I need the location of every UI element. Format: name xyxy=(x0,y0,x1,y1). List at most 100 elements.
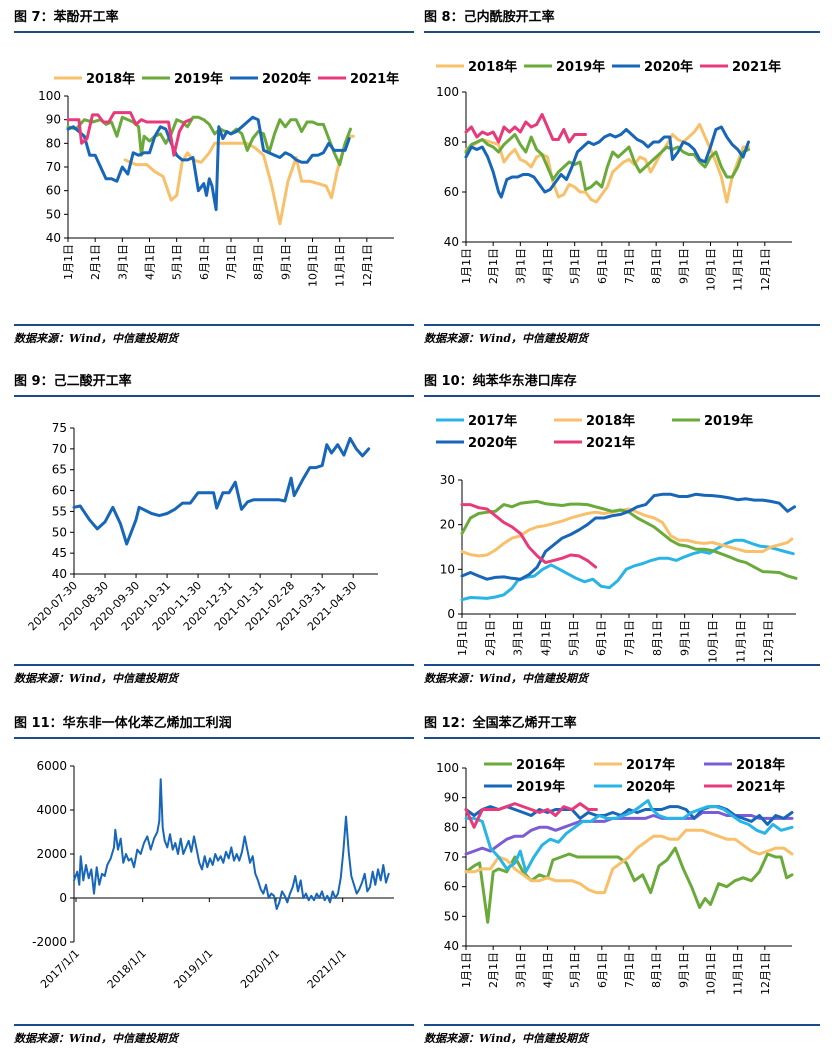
y-tick-label: 6000 xyxy=(36,759,67,773)
x-tick-label: 5月1日 xyxy=(569,248,582,284)
x-tick-label: 3月1日 xyxy=(514,248,527,284)
x-tick-label: 4月1日 xyxy=(144,244,157,280)
x-tick-label: 11月1日 xyxy=(734,620,747,663)
x-tick-label: 1月1日 xyxy=(62,244,75,280)
x-tick-label: 2021/1/1 xyxy=(305,947,349,991)
chart-title: 图 9：己二酸开工率 xyxy=(14,374,132,389)
legend-label: 2018年 xyxy=(586,413,635,429)
chart-title: 图 12：全国苯乙烯开工率 xyxy=(424,716,577,731)
series-line-0 xyxy=(464,846,794,924)
chart-title: 图 10：纯苯华东港口库存 xyxy=(424,374,577,389)
y-tick-label: 50 xyxy=(52,525,67,539)
source-note: 数据来源：Wind，中信建投期货 xyxy=(424,672,589,685)
series-line-4 xyxy=(460,503,598,569)
x-tick-label: 11月1日 xyxy=(732,248,745,291)
x-tick-label: 1月1日 xyxy=(460,952,473,988)
source-rule xyxy=(424,1024,820,1026)
legend-label: 2018年 xyxy=(468,59,517,75)
x-tick-label: 3月1日 xyxy=(512,620,525,656)
series-line-1 xyxy=(464,133,750,191)
chart-title: 图 11：华东非一体化苯乙烯加工利润 xyxy=(14,716,232,731)
chart-title: 图 8：己内酰胺开工率 xyxy=(424,10,555,25)
legend-label: 2016年 xyxy=(516,757,565,773)
x-tick-label: 4月1日 xyxy=(542,248,555,284)
y-tick-label: 90 xyxy=(444,791,459,805)
x-tick-label: 4月1日 xyxy=(540,620,553,656)
source-rule xyxy=(424,664,820,666)
x-tick-label: 12月1日 xyxy=(759,248,772,291)
x-tick-label: 2月1日 xyxy=(89,244,102,280)
y-tick-label: 40 xyxy=(46,231,61,245)
chart-svg: 40455055606570752020-07-302020-08-302020… xyxy=(26,421,378,633)
x-tick-label: 10月1日 xyxy=(705,248,718,291)
x-tick-label: 1月1日 xyxy=(456,620,469,656)
y-tick-label: 100 xyxy=(38,89,61,103)
y-tick-label: 40 xyxy=(52,567,67,581)
x-tick-label: 9月1日 xyxy=(679,620,692,656)
x-tick-label: 2月1日 xyxy=(487,248,500,284)
x-tick-label: 10月1日 xyxy=(705,952,718,995)
x-tick-label: 6月1日 xyxy=(198,244,211,280)
series-line-3 xyxy=(66,111,192,157)
x-tick-label: 8月1日 xyxy=(651,620,664,656)
legend-label: 2020年 xyxy=(468,435,517,451)
x-tick-label: 2019/1/1 xyxy=(171,947,215,991)
x-tick-label: 2月1日 xyxy=(487,952,500,988)
x-tick-label: 5月1日 xyxy=(569,952,582,988)
series-line-0 xyxy=(73,778,390,910)
x-tick-label: 3月1日 xyxy=(116,244,129,280)
legend-label: 2020年 xyxy=(262,71,311,87)
x-tick-label: 8月1日 xyxy=(252,244,265,280)
y-tick-label: 60 xyxy=(444,185,459,199)
panel-p6: 图 12：全国苯乙烯开工率 40 50 60 70 80 90 100 1月1日 2月1日 3月1… xyxy=(424,712,820,1047)
x-tick-label: 7月1日 xyxy=(225,244,238,280)
y-tick-label: 60 xyxy=(52,484,67,498)
y-tick-label: 60 xyxy=(46,184,61,198)
panel-p2: 图 8：己内酰胺开工率 40 60 80 100 1月1日 2月1日 3月1日 4月1日 5月1… xyxy=(424,6,820,346)
x-tick-label: 3月1日 xyxy=(514,952,527,988)
x-tick-label: 9月1日 xyxy=(677,952,690,988)
title-rule xyxy=(14,31,414,33)
panel-p3: 图 9：己二酸开工率 40 45 50 55 60 65 70 75 2020-07-30 202… xyxy=(14,370,414,690)
series-line-0 xyxy=(464,123,750,204)
y-tick-label: 4000 xyxy=(36,803,67,817)
y-tick-label: -2000 xyxy=(32,935,67,949)
y-tick-label: 30 xyxy=(440,473,455,487)
legend-label: 2017年 xyxy=(626,757,675,773)
y-tick-label: 60 xyxy=(444,880,459,894)
y-tick-label: 80 xyxy=(46,136,61,150)
y-tick-label: 80 xyxy=(444,820,459,834)
title-rule xyxy=(424,395,820,397)
y-tick-label: 75 xyxy=(52,421,67,435)
x-tick-label: 10月1日 xyxy=(707,620,720,663)
chart-title: 图 7：苯酚开工率 xyxy=(14,10,119,25)
title-rule xyxy=(424,737,820,739)
x-tick-label: 2017/1/1 xyxy=(38,947,82,991)
x-tick-label: 10月1日 xyxy=(307,244,320,287)
chart-svg: -2000 0 2000 4000 6000 2017/1/1 2018/1/1 2019/1… xyxy=(32,759,394,991)
series-line-3 xyxy=(464,805,794,826)
series-line-0 xyxy=(72,436,371,546)
legend-label: 2020年 xyxy=(644,59,693,75)
x-tick-label: 6月1日 xyxy=(596,248,609,284)
y-tick-label: 70 xyxy=(444,850,459,864)
series-line-3 xyxy=(460,492,797,581)
x-tick-label: 7月1日 xyxy=(623,952,636,988)
x-tick-label: 7月1日 xyxy=(623,248,636,284)
y-tick-label: 100 xyxy=(436,85,459,99)
x-tick-label: 6月1日 xyxy=(596,952,609,988)
x-tick-label: 9月1日 xyxy=(677,248,690,284)
source-rule xyxy=(14,324,414,326)
series-line-1 xyxy=(460,507,794,558)
legend-label: 2021年 xyxy=(586,435,635,451)
y-tick-label: 0 xyxy=(59,891,67,905)
series-line-3 xyxy=(464,113,587,144)
y-tick-label: 80 xyxy=(444,135,459,149)
chart-svg: 40 50 60 70 80 90 100 1月1日 2月1日 3月1日 4月1日 5月1日 6月1日 7… xyxy=(436,757,794,995)
x-tick-label: 7月1日 xyxy=(623,620,636,656)
y-tick-label: 100 xyxy=(436,761,459,775)
legend-label: 2021年 xyxy=(732,59,781,75)
y-tick-label: 70 xyxy=(52,442,67,456)
source-rule xyxy=(14,1024,414,1026)
series-line-4 xyxy=(464,799,794,874)
